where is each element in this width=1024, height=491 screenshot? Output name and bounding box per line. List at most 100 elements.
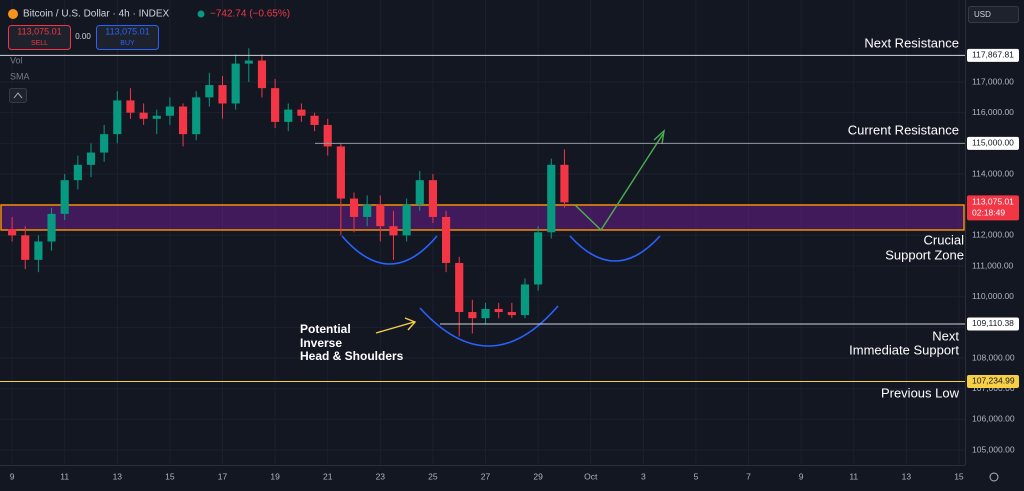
level-tag xyxy=(967,136,1019,150)
candle-body xyxy=(231,63,240,104)
candle-body xyxy=(73,164,82,181)
x-tick-label: 25 xyxy=(428,471,438,481)
buy-label: BUY xyxy=(120,40,135,47)
left-shoulder-arc xyxy=(341,235,438,265)
y-tick-label: 108,000.00 xyxy=(972,352,1015,362)
candle-body xyxy=(468,312,477,319)
x-tick-label: 29 xyxy=(533,471,543,481)
y-tick-label: 111,000.00 xyxy=(972,260,1014,270)
candle-body xyxy=(34,241,43,260)
buy-button[interactable] xyxy=(96,25,159,50)
candle-body xyxy=(520,284,530,316)
x-tick-label: 21 xyxy=(323,471,333,481)
x-tick-label: 9 xyxy=(799,471,804,481)
settings-icon[interactable] xyxy=(989,472,999,482)
level-name: Previous Low xyxy=(881,385,960,400)
sell-label: SELL xyxy=(31,40,48,47)
candle-body xyxy=(534,232,543,285)
candle-body xyxy=(257,60,267,89)
last-price-tag xyxy=(967,195,1019,221)
candle-body xyxy=(441,216,451,263)
candle-body xyxy=(455,262,464,313)
x-tick-label: 3 xyxy=(641,471,646,481)
y-tick-label: 117,000.00 xyxy=(972,76,1014,86)
candle-body xyxy=(415,180,424,205)
candle-body xyxy=(363,204,372,217)
support-zone xyxy=(0,204,965,231)
annotation: Potential xyxy=(300,322,351,336)
y-tick-label: 116,000.00 xyxy=(972,107,1014,117)
x-tick-label: 27 xyxy=(481,471,491,481)
collapse-icon xyxy=(13,92,23,99)
projection-arrowhead xyxy=(653,129,665,145)
market-status xyxy=(197,10,205,18)
level-tag-label: 117,867.81 xyxy=(972,50,1014,60)
level-name: Next xyxy=(932,328,959,343)
candle-body xyxy=(428,180,437,217)
candle-body xyxy=(47,213,56,242)
right-shoulder-arc xyxy=(569,235,661,262)
y-tick-label: 114,000.00 xyxy=(972,168,1014,178)
symbol-title[interactable]: Bitcoin / U.S. Dollar · 4h · INDEX xyxy=(23,9,169,20)
x-tick-label: 19 xyxy=(270,471,280,481)
collapse-button[interactable] xyxy=(9,88,27,103)
x-tick-label: 13 xyxy=(902,471,912,481)
level-tag xyxy=(967,317,1019,331)
spread: 0.00 xyxy=(75,32,91,41)
candle-body xyxy=(507,312,516,316)
candle-body xyxy=(284,109,293,122)
candle-body xyxy=(310,115,319,125)
level-name: Current Resistance xyxy=(848,122,959,137)
last-price-label: 113,075.01 xyxy=(972,197,1014,207)
x-tick-label: 23 xyxy=(376,471,386,481)
x-tick-label: 9 xyxy=(10,471,15,481)
sell-button[interactable] xyxy=(8,25,71,50)
candle-body xyxy=(60,180,69,214)
candle-body xyxy=(205,85,214,98)
candle-body xyxy=(126,100,135,113)
candle-body xyxy=(165,106,174,116)
level-name: Next Resistance xyxy=(864,35,959,50)
x-tick-label: 13 xyxy=(113,471,123,481)
x-tick-label: 5 xyxy=(694,471,699,481)
price-change: −742.74 (−0.65%) xyxy=(210,9,290,20)
candle-body xyxy=(297,109,306,116)
candle-body xyxy=(323,124,332,147)
candle-body xyxy=(494,308,503,313)
candle-body xyxy=(86,152,96,165)
candle-body xyxy=(178,106,188,135)
annotation: Head & Shoulders xyxy=(300,349,404,363)
x-tick-label: 15 xyxy=(954,471,964,481)
x-tick-label: 11 xyxy=(849,471,858,481)
candle-body xyxy=(218,85,227,104)
indicator[interactable]: SMA xyxy=(10,71,30,81)
level-tag-label: 109,110.38 xyxy=(972,318,1014,328)
candle-body xyxy=(152,115,161,119)
level-tag xyxy=(967,374,1019,388)
head-arc xyxy=(419,305,559,347)
y-tick-label: 110,000.00 xyxy=(972,291,1014,301)
y-tick-label: 106,000.00 xyxy=(972,414,1015,424)
level-tag xyxy=(967,48,1019,62)
candle-body xyxy=(192,97,201,135)
indicator[interactable]: Vol xyxy=(10,55,23,65)
candle-body xyxy=(139,112,148,119)
x-tick-label: Oct xyxy=(584,471,598,481)
currency-button[interactable] xyxy=(968,6,1019,23)
x-tick-label: 17 xyxy=(218,471,228,481)
buy-price: 113,075.01 xyxy=(105,26,149,36)
candle-body xyxy=(376,204,385,227)
pointer-arrow xyxy=(375,317,417,334)
level-tag-label: 115,000.00 xyxy=(972,138,1014,148)
sell-price: 113,075.01 xyxy=(17,26,61,36)
projection-line xyxy=(574,133,664,232)
y-tick-label: 105,000.00 xyxy=(972,444,1015,454)
candle-body xyxy=(8,229,17,236)
candle-body xyxy=(271,88,280,122)
x-tick-label: 7 xyxy=(746,471,751,481)
candle-body xyxy=(402,204,411,236)
candle-body xyxy=(481,308,490,319)
